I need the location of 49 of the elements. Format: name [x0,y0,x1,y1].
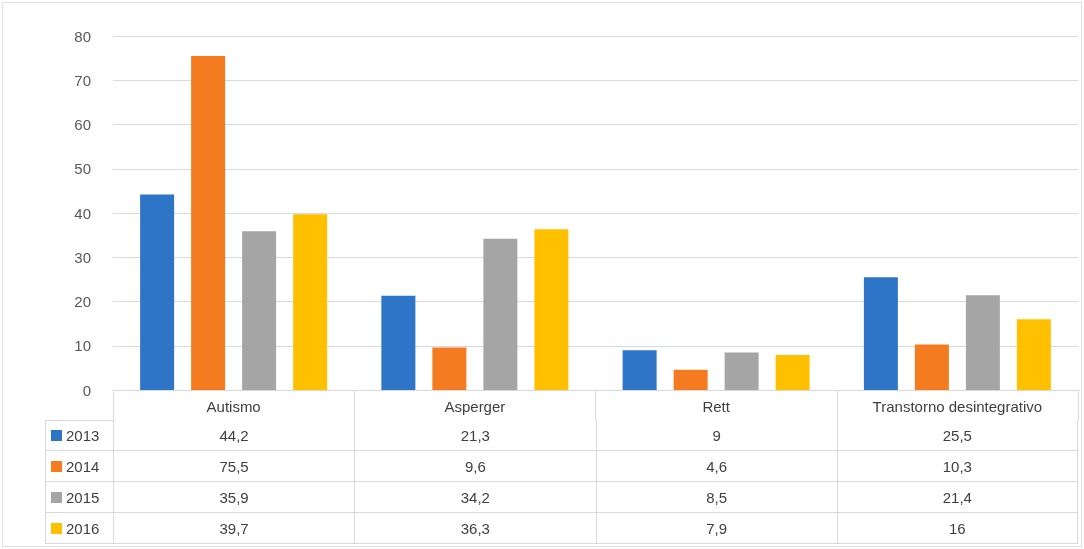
y-tick-label: 60 [74,116,91,133]
data-label: 39,7 [113,513,355,544]
y-tick-label: 50 [74,160,91,178]
legend-label: 2013 [66,427,100,444]
bar [914,344,949,390]
data-label: 7,9 [595,513,837,544]
bar [673,369,708,390]
legend-label: 2014 [66,457,100,475]
x-tick-label: Transtorno desintegrativo [872,398,1043,415]
y-tick-label: 40 [74,204,91,222]
bar [191,55,226,390]
data-label: 21,3 [354,420,596,451]
bar [863,277,898,390]
bar [293,214,328,390]
y-tick-label: 10 [74,337,91,355]
data-label: 36,3 [354,513,596,544]
data-label: 16 [836,513,1078,544]
data-label: 75,5 [113,451,355,482]
bar [242,231,277,390]
bar [483,238,518,390]
data-label: 4,6 [595,451,837,482]
x-tick-label: Rett [702,398,731,415]
y-tick-label: 80 [74,27,91,45]
y-tick-label: 30 [74,248,91,266]
x-tick-label: Asperger [444,398,506,415]
x-tick-label: Autismo [206,398,261,415]
data-label: 25,5 [836,420,1078,451]
bar [775,355,810,390]
bar [140,194,175,390]
legend-label: 2016 [66,519,100,537]
y-tick-label: 20 [74,293,91,310]
y-tick-label: 0 [82,381,91,399]
data-label: 8,5 [595,482,837,513]
data-label: 34,2 [354,482,596,513]
legend-label: 2015 [66,488,100,506]
data-label: 21,4 [836,482,1078,513]
y-tick-label: 70 [74,71,91,89]
bar [965,295,1000,390]
data-label: 9,6 [354,451,596,482]
data-label: 10,3 [836,451,1078,482]
data-label: 44,2 [113,420,355,451]
data-label: 9 [595,420,837,451]
bar [622,350,657,390]
bar [432,347,467,390]
bar [381,295,416,390]
data-label: 35,9 [113,482,355,513]
bar [1016,319,1051,390]
bar [724,352,759,390]
bar [534,229,569,390]
